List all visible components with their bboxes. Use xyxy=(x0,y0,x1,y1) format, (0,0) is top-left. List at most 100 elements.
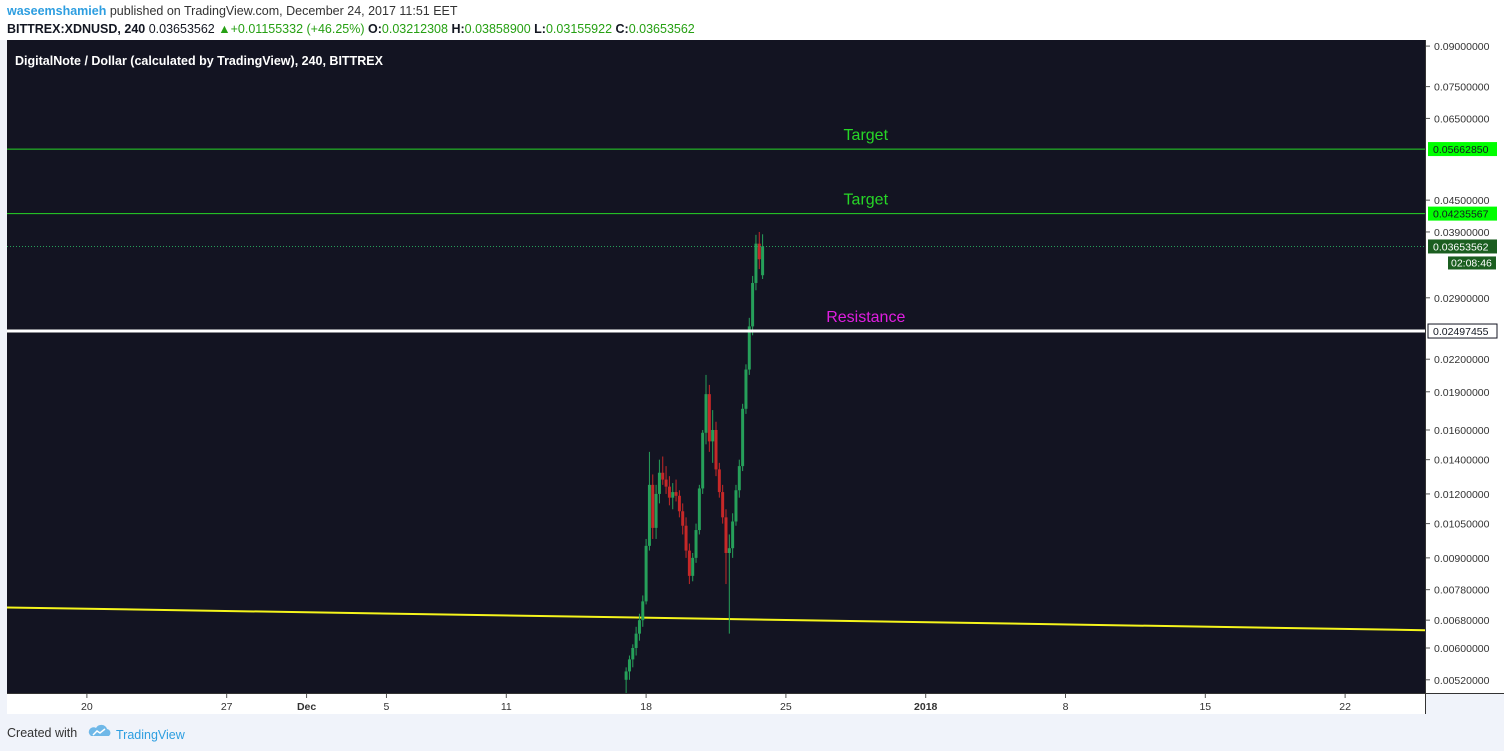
candle xyxy=(687,543,691,585)
candle-body xyxy=(704,394,708,433)
price-tick-label: 0.02200000 xyxy=(1434,354,1490,366)
countdown-badge xyxy=(1448,256,1496,270)
published-text: published on TradingView.com, December 2… xyxy=(109,4,458,18)
candle xyxy=(664,466,668,494)
candle-body xyxy=(707,394,711,442)
candle-body xyxy=(631,647,635,660)
candle xyxy=(691,552,695,582)
candle xyxy=(674,479,678,502)
publish-line: waseemshamieh published on TradingView.c… xyxy=(7,4,458,18)
candle xyxy=(654,484,658,539)
time-tick-label: 8 xyxy=(1063,701,1069,713)
price-tick-label: 0.02900000 xyxy=(1434,293,1490,305)
time-tick-label: 5 xyxy=(384,701,390,713)
candle xyxy=(761,234,765,280)
price-tick-label: 0.01200000 xyxy=(1434,489,1490,501)
candle-body xyxy=(637,620,641,634)
time-tick-label: 25 xyxy=(780,701,792,713)
candle xyxy=(704,374,708,445)
resistance-price-badge xyxy=(1427,323,1498,339)
open-label: O: xyxy=(368,22,382,36)
candle-body xyxy=(701,432,705,489)
support-trendline xyxy=(6,606,1426,632)
price-tick-label: 0.07500000 xyxy=(1434,82,1490,94)
plot-area[interactable] xyxy=(7,40,1425,693)
time-tick-label: 11 xyxy=(501,701,512,713)
price-change: +0.01155332 (+46.25%) xyxy=(230,22,365,36)
symbol-label: BITTREX:XDNUSD, 240 xyxy=(7,22,146,36)
target-1-price-badge-text: 0.04235567 xyxy=(1433,209,1489,221)
last-price-badge xyxy=(1428,239,1497,254)
candle-body xyxy=(664,479,668,487)
low-label: L: xyxy=(534,22,546,36)
price-tick-label: 0.09000000 xyxy=(1434,41,1490,53)
time-axis[interactable] xyxy=(7,694,1425,714)
time-tick-label: 22 xyxy=(1339,701,1351,713)
candle xyxy=(717,462,721,498)
candle-body xyxy=(624,671,628,680)
candle-body xyxy=(711,429,715,442)
candle xyxy=(631,644,635,668)
footer-brand-label: TradingView xyxy=(116,727,185,742)
candle-body xyxy=(634,633,638,648)
candle xyxy=(637,613,641,641)
candle-body xyxy=(741,408,745,467)
candle xyxy=(634,626,638,656)
candle xyxy=(657,459,661,504)
price-tick-label: 0.00600000 xyxy=(1434,643,1490,655)
up-arrow-icon: ▲ xyxy=(218,22,231,36)
candle-body xyxy=(721,492,725,518)
candle-body xyxy=(627,659,631,672)
close-value: 0.03653562 xyxy=(628,22,695,36)
price-tick-label: 0.04500000 xyxy=(1434,195,1490,207)
ohlc-line: BITTREX:XDNUSD, 240 0.03653562 ▲+0.01155… xyxy=(7,22,695,36)
candle xyxy=(731,513,735,558)
candle-body xyxy=(697,488,701,531)
target-1-label: Target xyxy=(844,192,889,209)
price-tick-label: 0.01900000 xyxy=(1434,387,1490,399)
countdown-text: 02:08:46 xyxy=(1451,257,1492,269)
candle xyxy=(741,403,745,472)
candle-body xyxy=(761,246,765,276)
candle-body xyxy=(667,486,671,498)
candle-body xyxy=(651,484,655,528)
last-price: 0.03653562 xyxy=(148,22,215,36)
price-tick-label: 0.06500000 xyxy=(1434,113,1490,125)
candle xyxy=(684,517,688,558)
candle-body xyxy=(714,429,718,470)
candle-body xyxy=(727,548,731,553)
candle-body xyxy=(661,472,665,480)
candle xyxy=(754,234,758,291)
price-tick-label: 0.00900000 xyxy=(1434,553,1490,565)
candle-body xyxy=(734,490,738,522)
candle-body xyxy=(757,243,761,260)
candle xyxy=(751,275,755,336)
high-value: 0.03858900 xyxy=(464,22,531,36)
price-tick-label: 0.01600000 xyxy=(1434,425,1490,437)
low-value: 0.03155922 xyxy=(545,22,613,36)
price-tick-label: 0.01050000 xyxy=(1434,519,1490,531)
candle xyxy=(707,384,711,452)
price-chart[interactable]: DigitalNote / Dollar (calculated by Trad… xyxy=(0,40,1504,716)
candle-body xyxy=(694,530,698,558)
candle-body xyxy=(681,511,685,526)
candle-body xyxy=(754,243,758,283)
time-tick-label: 18 xyxy=(640,701,652,713)
target-2-price-badge-text: 0.05662850 xyxy=(1433,144,1489,156)
candle xyxy=(667,476,671,506)
resistance-label: Resistance xyxy=(826,309,905,326)
footer-brand[interactable]: TradingView xyxy=(88,724,185,742)
candle-body xyxy=(657,472,661,494)
candle xyxy=(647,451,651,551)
candle xyxy=(727,534,731,634)
author-link[interactable]: waseemshamieh xyxy=(7,4,107,18)
last-price-badge-text: 0.03653562 xyxy=(1433,241,1489,253)
candle-body xyxy=(641,601,645,621)
price-tick-label: 0.00680000 xyxy=(1434,615,1490,627)
time-tick-label: Dec xyxy=(297,701,316,713)
candle xyxy=(747,317,751,375)
candle xyxy=(694,523,698,563)
time-tick-label: 2018 xyxy=(914,701,938,713)
candle-body xyxy=(671,492,675,498)
candle xyxy=(641,595,645,627)
